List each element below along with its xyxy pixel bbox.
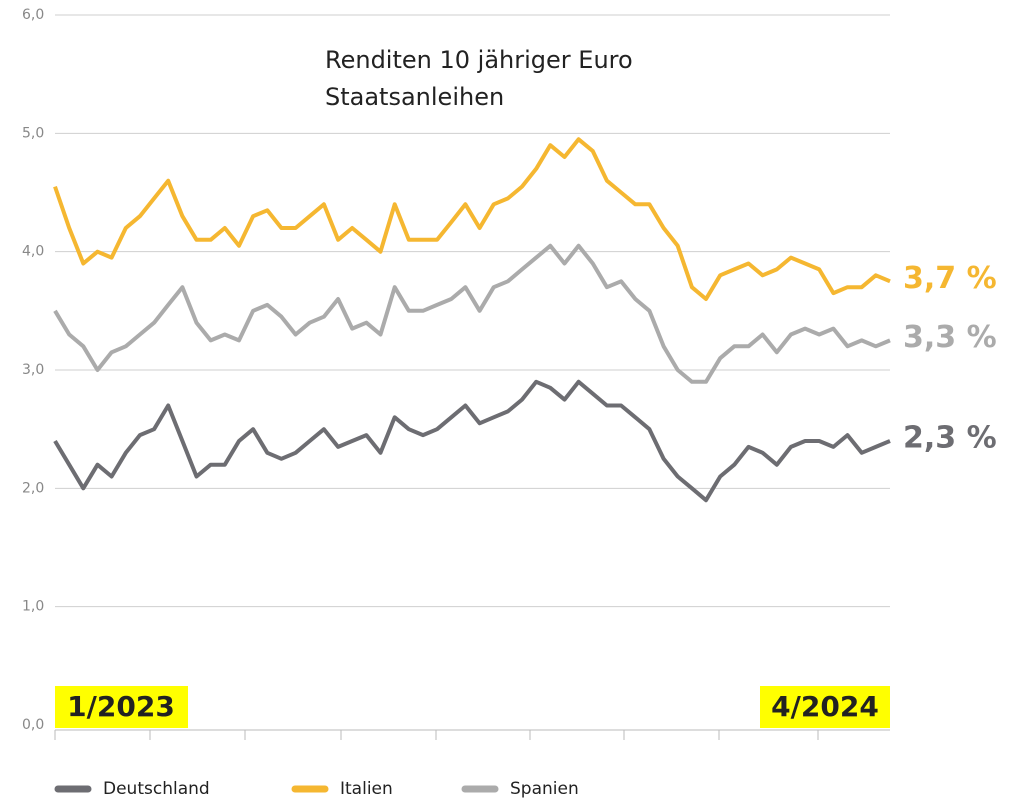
series-line bbox=[53, 379, 891, 503]
legend-label: Deutschland bbox=[103, 779, 210, 799]
end-label: 3,3 % bbox=[903, 320, 997, 355]
y-tick-label: 2,0 bbox=[22, 480, 44, 496]
y-tick-label: 3,0 bbox=[22, 362, 44, 378]
annotation-box bbox=[760, 686, 890, 728]
chart-title: Renditen 10 jähriger Euro Staatsanleihen bbox=[325, 46, 633, 111]
annotation: 4/2024 bbox=[771, 690, 879, 723]
end-label: 3,7 % bbox=[903, 261, 997, 296]
y-tick-label: 0,0 bbox=[22, 717, 44, 733]
y-tick-label: 6,0 bbox=[22, 7, 44, 23]
series-line bbox=[53, 243, 891, 384]
y-tick-label: 5,0 bbox=[22, 125, 44, 141]
y-tick-label: 1,0 bbox=[22, 599, 44, 615]
x-axis bbox=[54, 729, 890, 740]
end-label: 2,3 % bbox=[903, 421, 997, 456]
series-line bbox=[53, 137, 891, 301]
y-tick-label: 4,0 bbox=[22, 244, 44, 260]
legend-label: Spanien bbox=[510, 779, 579, 799]
annotation-box bbox=[55, 686, 188, 728]
legend-label: Italien bbox=[340, 779, 393, 799]
annotation: 1/2023 bbox=[67, 690, 175, 723]
